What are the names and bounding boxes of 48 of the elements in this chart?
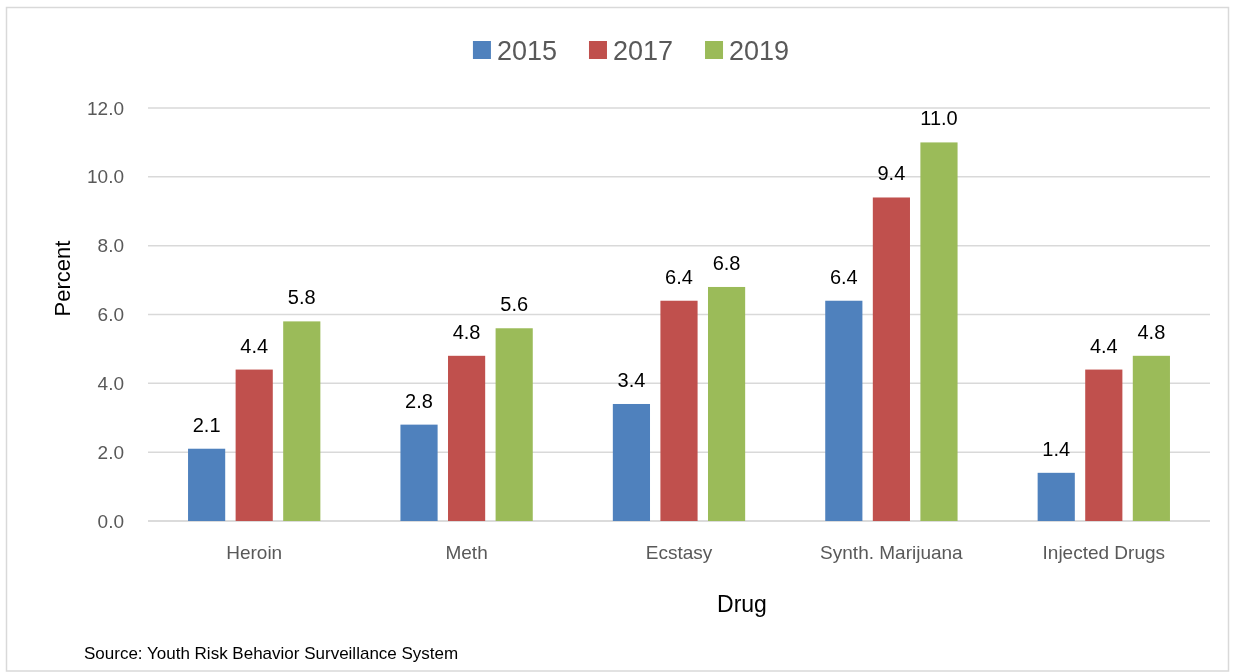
- bar: [872, 197, 910, 521]
- data-label: 2.1: [192, 413, 221, 436]
- bar: [1132, 355, 1170, 521]
- data-label: 5.8: [287, 286, 316, 309]
- bar: [1037, 472, 1075, 521]
- bar: [235, 369, 273, 521]
- bar: [283, 321, 321, 521]
- data-label: 4.4: [240, 334, 269, 357]
- x-tick-label: Synth. Marijuana: [820, 542, 964, 563]
- legend-label: 2017: [612, 36, 674, 66]
- x-tick-label: Injected Drugs: [1042, 542, 1166, 563]
- data-label: 11.0: [920, 107, 958, 130]
- legend-label: 2019: [729, 36, 790, 66]
- y-tick-label: 0.0: [97, 510, 124, 532]
- bar: [495, 328, 533, 521]
- data-label: 6.4: [829, 265, 858, 288]
- bar: [707, 286, 746, 521]
- y-axis-title: Percent: [50, 240, 75, 317]
- data-label: 5.6: [500, 293, 529, 316]
- y-tick-label: 10.0: [87, 166, 124, 188]
- data-label: 3.4: [617, 368, 646, 391]
- source-note: Source: Youth Risk Behavior Surveillance System: [84, 644, 459, 663]
- y-tick-label: 6.0: [97, 304, 124, 326]
- y-tick-label: 2.0: [97, 441, 124, 463]
- bar: [825, 300, 863, 521]
- bar: [1085, 369, 1123, 521]
- x-axis-title: Drug: [717, 591, 767, 617]
- bar: [448, 355, 486, 521]
- data-label: 9.4: [877, 162, 906, 185]
- data-label: 4.4: [1089, 334, 1118, 357]
- data-label: 4.8: [1137, 320, 1166, 343]
- data-label: 1.4: [1042, 437, 1071, 460]
- bar: [400, 424, 438, 521]
- y-tick-label: 8.0: [97, 235, 124, 257]
- x-tick-label: Meth: [445, 542, 488, 563]
- data-label: 4.8: [452, 320, 481, 343]
- bar: [660, 300, 698, 521]
- bar: [920, 142, 958, 521]
- bar: [612, 403, 651, 521]
- x-tick-label: Ecstasy: [645, 542, 713, 563]
- data-label: 6.8: [712, 251, 741, 274]
- y-tick-label: 4.0: [97, 372, 124, 394]
- legend-label: 2015: [496, 36, 558, 66]
- x-tick-label: Heroin: [226, 542, 283, 563]
- data-label: 2.8: [405, 389, 433, 412]
- data-label: 6.4: [665, 265, 693, 288]
- bar: [188, 448, 226, 521]
- y-tick-label: 12.0: [87, 97, 124, 119]
